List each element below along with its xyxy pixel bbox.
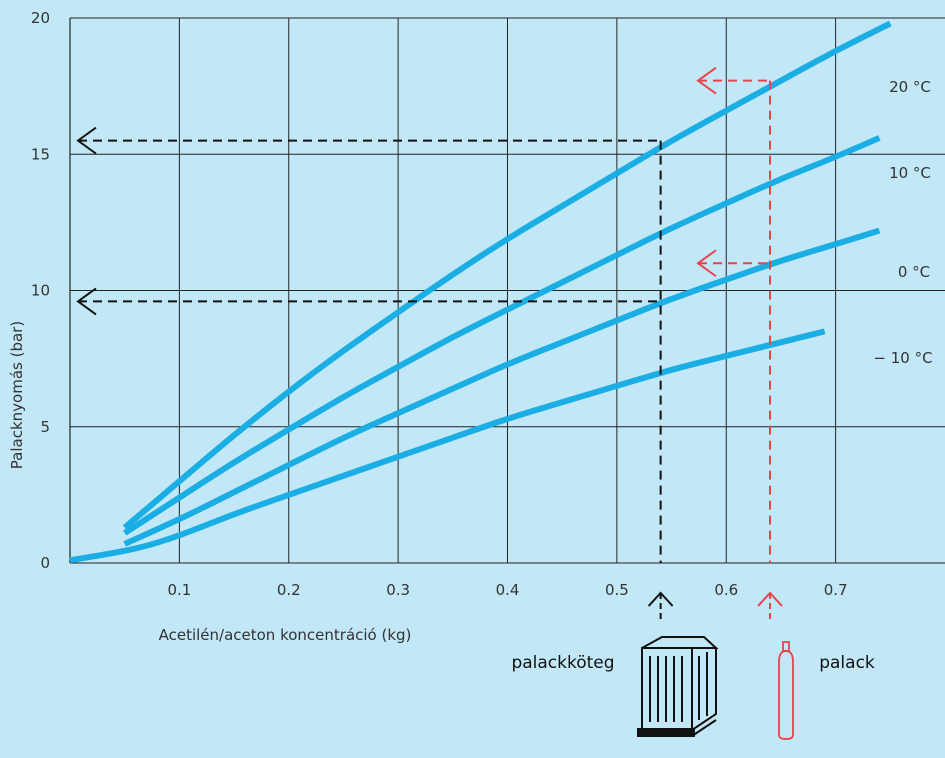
- x-tick-label-1: 0.2: [277, 581, 301, 599]
- guides: [76, 66, 783, 623]
- x-axis-label: Acetilén/aceton koncentráció (kg): [159, 626, 412, 644]
- series-label-0: 0 °C: [898, 263, 930, 281]
- guide-arrow-left-1-1: [696, 249, 717, 278]
- guide-arrow-up-0: [647, 591, 674, 607]
- series-line-2: [123, 227, 881, 547]
- series-line-1: [123, 135, 881, 536]
- series-line-3: [69, 328, 826, 564]
- x-tick-label-6: 0.7: [824, 581, 848, 599]
- series-group: [69, 20, 892, 564]
- guide-arrow-left-0-0: [76, 126, 97, 155]
- series-label-20: 20 °C: [889, 78, 931, 96]
- bundle-label: palackköteg: [511, 653, 614, 673]
- guide-arrow-left-1-0: [696, 66, 717, 95]
- series-label-10: 10 °C: [889, 164, 931, 182]
- tick-labels: 0.1 0.2 0.3 0.4 0.5 0.6 0.7 0 5 10 15 20: [31, 9, 848, 599]
- x-tick-label-5: 0.6: [714, 581, 738, 599]
- x-tick-label-0: 0.1: [167, 581, 191, 599]
- series-line-0: [122, 20, 892, 530]
- y-tick-label-0: 0: [40, 554, 50, 572]
- y-tick-label-2: 10: [31, 282, 50, 300]
- y-tick-label-1: 5: [40, 418, 50, 436]
- x-tick-label-4: 0.5: [605, 581, 629, 599]
- cylinder-icon: [778, 641, 794, 740]
- x-tick-label-2: 0.3: [386, 581, 410, 599]
- series-label-minus10: − 10 °C: [873, 349, 932, 367]
- guide-arrow-up-1: [757, 591, 783, 607]
- cylinder-bundle-icon: [637, 636, 719, 737]
- cylinder-label: palack: [819, 653, 875, 673]
- guide-arrow-left-0-1: [76, 287, 97, 316]
- y-tick-label-3: 15: [31, 145, 50, 163]
- x-tick-label-3: 0.4: [496, 581, 520, 599]
- y-tick-label-4: 20: [31, 9, 50, 27]
- y-axis-label: Palacknyomás (bar): [8, 321, 26, 469]
